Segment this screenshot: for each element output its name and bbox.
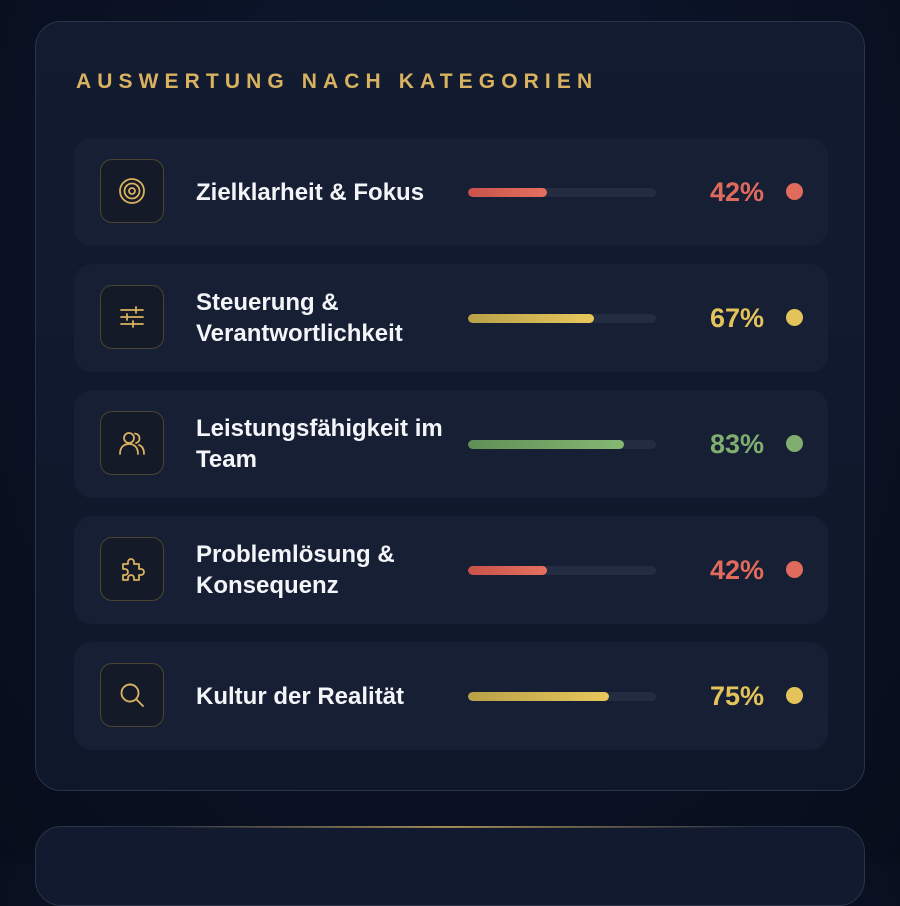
status-dot	[786, 183, 803, 200]
progress-bar	[468, 692, 656, 701]
target-icon	[100, 159, 164, 223]
category-evaluation-card: AUSWERTUNG NACH KATEGORIEN Zielklarheit …	[35, 21, 865, 791]
puzzle-icon	[100, 537, 164, 601]
section-title: AUSWERTUNG NACH KATEGORIEN	[76, 70, 599, 93]
next-section-card	[35, 826, 865, 906]
status-dot	[786, 561, 803, 578]
category-row-kultur[interactable]: Kultur der Realität 75%	[74, 642, 828, 750]
progress-bar	[468, 314, 656, 323]
category-percent: 75%	[709, 680, 764, 711]
category-percent: 83%	[709, 428, 764, 459]
category-percent: 42%	[709, 554, 764, 585]
progress-bar-fill	[468, 314, 594, 323]
category-percent: 67%	[709, 302, 764, 333]
category-label: Problemlösung & Konsequenz	[196, 541, 395, 599]
progress-bar-fill	[468, 188, 547, 197]
category-percent: 42%	[709, 176, 764, 207]
status-dot	[786, 687, 803, 704]
sliders-icon	[100, 285, 164, 349]
status-dot	[786, 309, 803, 326]
category-row-steuerung[interactable]: Steuerung & Verantwortlichkeit 67%	[74, 264, 828, 372]
progress-bar	[468, 566, 656, 575]
category-label: Zielklarheit & Fokus	[196, 178, 425, 206]
status-dot	[786, 435, 803, 452]
progress-bar-fill	[468, 692, 609, 701]
users-icon	[100, 411, 164, 475]
category-row-problemloesung[interactable]: Problemlösung & Konsequenz 42%	[74, 516, 828, 624]
category-row-zielklarheit[interactable]: Zielklarheit & Fokus 42%	[74, 138, 828, 246]
progress-bar-fill	[468, 440, 625, 449]
category-label: Kultur der Realität	[196, 682, 405, 710]
category-row-leistungsfaehigkeit[interactable]: Leistungsfähigkeit im Team 83%	[74, 390, 828, 498]
progress-bar	[468, 440, 656, 449]
progress-bar	[468, 188, 656, 197]
category-label: Leistungsfähigkeit im Team	[196, 415, 443, 473]
category-label: Steuerung & Verantwortlichkeit	[196, 289, 403, 347]
progress-bar-fill	[468, 566, 547, 575]
search-icon	[100, 663, 164, 727]
